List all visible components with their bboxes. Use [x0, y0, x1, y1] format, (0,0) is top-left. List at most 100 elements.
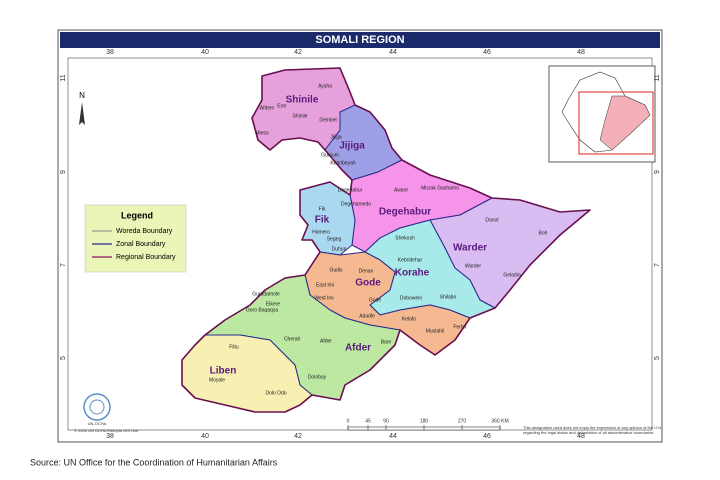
legend-box — [84, 204, 187, 273]
woreda-label: Misrak Gashamo — [421, 185, 459, 191]
scale-label: 45 — [365, 418, 371, 424]
longitude-label: 48 — [577, 433, 585, 440]
woreda-label: Elkere — [266, 301, 280, 307]
woreda-label: Afder — [320, 338, 332, 344]
woreda-label: Hamero — [312, 229, 330, 235]
longitude-label: 42 — [294, 49, 302, 56]
title-bar — [60, 32, 660, 48]
latitude-label: 9 — [654, 170, 661, 174]
north-label: N — [79, 91, 85, 100]
woreda-label: Moyale — [209, 377, 225, 383]
woreda-label: Shekosh — [395, 235, 415, 241]
disclaimer: regarding the legal status and delimitat… — [523, 430, 654, 435]
longitude-label: 44 — [389, 433, 397, 440]
woreda-label: Cherati — [284, 336, 300, 342]
latitude-label: 11 — [654, 74, 661, 81]
woreda-label: Aware — [394, 187, 408, 193]
longitude-label: 42 — [294, 433, 302, 440]
legend: Legend Woreda Boundary Zonal Boundary Regi… — [84, 204, 187, 273]
woreda-label: Ferfer — [453, 324, 467, 330]
longitude-label: 40 — [201, 49, 209, 56]
title: SOMALI REGION — [315, 34, 404, 46]
longitude-label: 40 — [201, 433, 209, 440]
latitude-label: 5 — [60, 356, 67, 360]
logo-text: UN-OCHA — [88, 421, 107, 426]
woreda-label: Kebridehar — [398, 257, 423, 263]
woreda-label: Dobowein — [400, 295, 422, 301]
woreda-label: Segeg — [327, 236, 342, 242]
woreda-label: Shinile — [292, 113, 307, 119]
woreda-label: Duhun — [332, 246, 347, 252]
zone-label: Fik — [315, 215, 330, 226]
north-arrow: N — [79, 91, 85, 125]
woreda-label: West Imi — [314, 295, 333, 301]
scale-label: 360 KM — [491, 418, 508, 424]
logo-globe — [89, 399, 105, 415]
scale-label: 270 — [458, 418, 467, 424]
disclaimer: This designation used does not imply the… — [523, 425, 661, 430]
woreda-label: Gode — [369, 297, 381, 303]
latitude-label: 7 — [654, 263, 661, 267]
region-boundary — [181, 67, 591, 413]
latitude-label: 9 — [60, 170, 67, 174]
longitude-label: 38 — [106, 433, 114, 440]
copyright: © 2005 UN OCHA Ethiopia GIS Unit — [74, 428, 139, 433]
woreda-label: Gursum — [321, 152, 339, 158]
inset-region — [599, 95, 651, 151]
longitude-label: 48 — [577, 49, 585, 56]
longitude-label: 38 — [106, 49, 114, 56]
logo-ring — [83, 393, 111, 421]
legend-label: Woreda Boundary — [116, 228, 173, 235]
scale-bar: 0 45 90 180 270 360 KM — [347, 418, 509, 431]
latitude-label: 11 — [60, 74, 67, 81]
legend-title: Legend — [121, 210, 153, 220]
woreda-label: Fik — [319, 206, 326, 212]
longitude-label: 46 — [483, 49, 491, 56]
zone-label: Jijiga — [339, 141, 365, 152]
woreda-label: Erer — [277, 103, 287, 109]
woreda-label: Goro Baqaqsa — [246, 307, 278, 313]
woreda-label: Mustahil — [426, 328, 445, 334]
zone-label: Shinile — [286, 95, 319, 106]
longitude-label: 46 — [483, 433, 491, 440]
woreda-label: Degehamedo — [341, 201, 371, 207]
un-logo: UN-OCHA © 2005 UN OCHA Ethiopia GIS Unit — [74, 393, 139, 433]
woreda-label: Shilabo — [440, 294, 457, 300]
zone-label: Afder — [345, 343, 371, 354]
woreda-label: Degehabur — [338, 187, 363, 193]
woreda-label: Kelafo — [402, 316, 416, 322]
zone-label: Gode — [355, 278, 381, 289]
zone-label: Liben — [210, 366, 237, 377]
scale-label: 90 — [383, 418, 389, 424]
woreda-label: Kebribeyah — [330, 160, 356, 166]
woreda-label: Aysha — [318, 83, 332, 89]
woreda-label: Boh — [539, 230, 548, 236]
latitude-label: 7 — [60, 263, 67, 267]
woreda-label: Afdem — [260, 105, 274, 111]
woreda-label: East Imi — [316, 282, 334, 288]
woreda-label: Filtu — [229, 344, 239, 350]
zone-label: Korahe — [395, 268, 430, 279]
legend-label: Zonal Boundary — [116, 241, 166, 248]
source: Source: UN Office for the Coordination o… — [30, 457, 278, 467]
woreda-label: Gudis — [329, 267, 343, 273]
woreda-label: Denan — [359, 268, 374, 274]
woreda-label: Jijiga — [330, 134, 342, 140]
zone-label: Warder — [453, 243, 487, 254]
zone-label: Degehabur — [379, 207, 431, 218]
woreda-label: Warder — [465, 263, 482, 269]
scale-label: 180 — [420, 418, 429, 424]
woreda-label: Geladin — [503, 272, 520, 278]
inset-highlight — [578, 91, 654, 155]
woreda-label: Danot — [485, 217, 499, 223]
woreda-label: Adadle — [359, 313, 375, 319]
woreda-label: Dembel — [319, 117, 336, 123]
inset-map — [548, 65, 656, 163]
woreda-label: Guradamole — [252, 291, 280, 297]
woreda-label: Bare — [381, 339, 392, 345]
latitude-label: 5 — [654, 356, 661, 360]
scale-label: 0 — [347, 418, 350, 424]
woreda-label: Mieso — [255, 130, 269, 136]
